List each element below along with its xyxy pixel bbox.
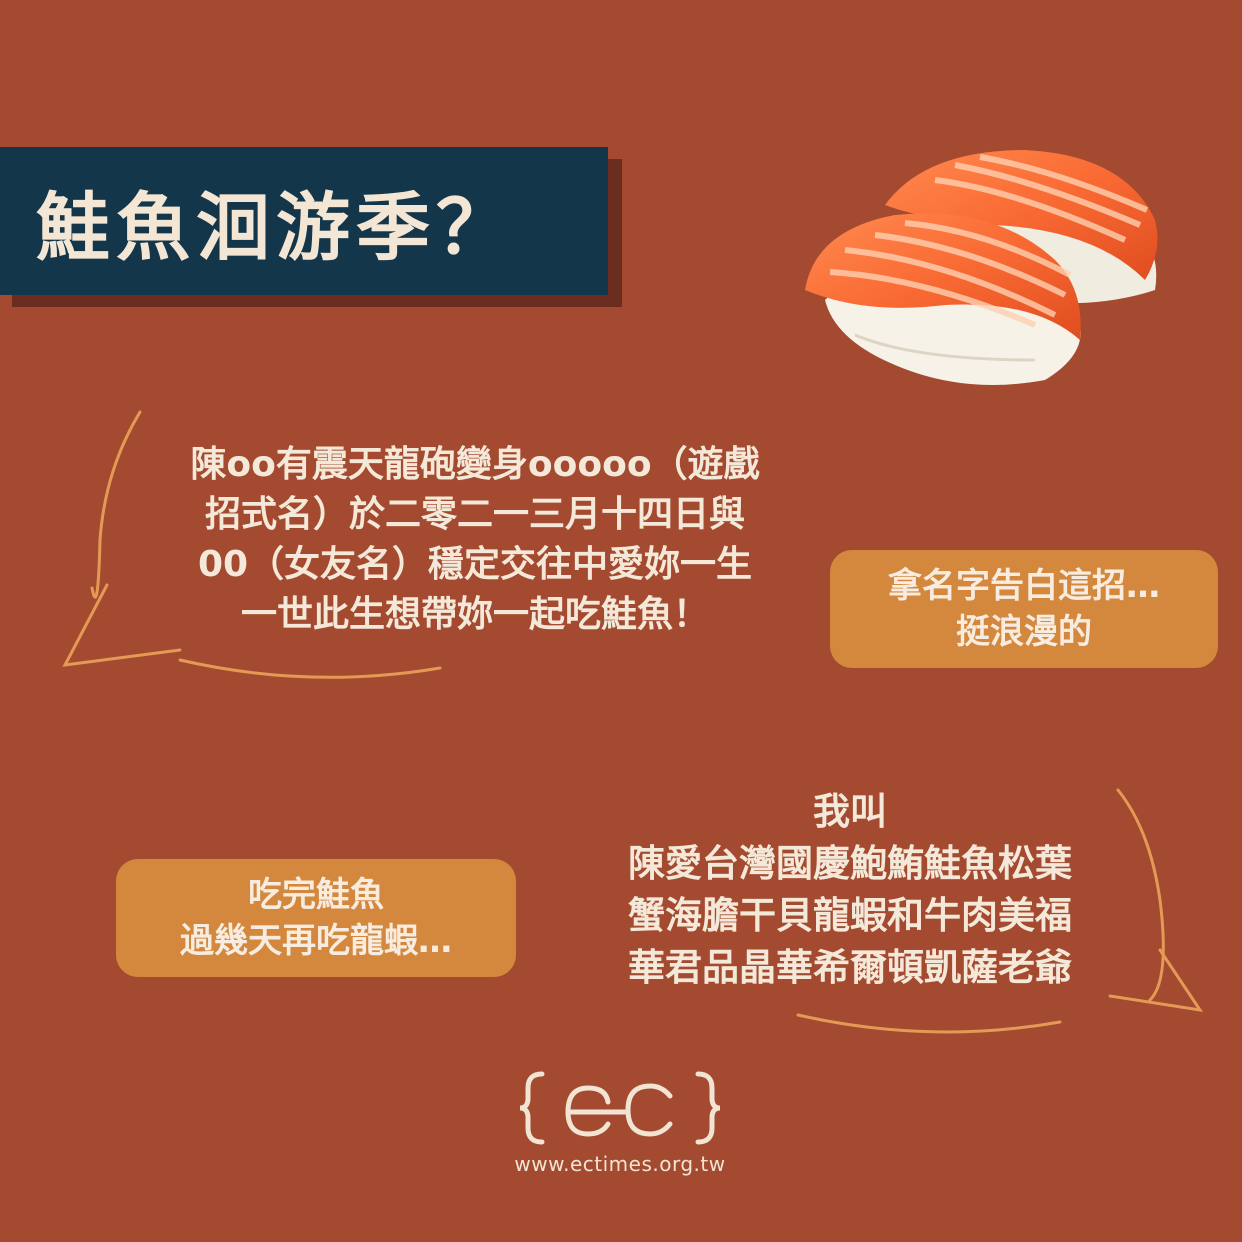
- salmon-sushi-illustration: [805, 150, 1158, 385]
- quote-left-line: 一世此生想帶妳一起吃鮭魚！: [240, 594, 709, 635]
- quote-right-line: 華君品晶華希爾頓凱薩老爺: [628, 946, 1072, 989]
- title-banner: 鮭魚洄游季？: [0, 147, 608, 295]
- quote-left-line: 陳oo有震天龍砲變身ooooo（遊戲: [190, 444, 760, 485]
- quote-left-line: 招式名）於二零二一三月十四日與: [204, 494, 745, 535]
- quote-right-line: 我叫: [813, 790, 887, 833]
- quote-right: 我叫 陳愛台灣國慶鮑鮪鮭魚松葉 蟹海膽干貝龍蝦和牛肉美福 華君品晶華希爾頓凱薩老…: [600, 786, 1100, 994]
- pill-line: 過幾天再吃龍蝦…: [180, 921, 452, 961]
- comment-pill-bottom: 吃完鮭魚 過幾天再吃龍蝦…: [116, 859, 516, 977]
- comment-pill-top: 拿名字告白這招… 挺浪漫的: [830, 550, 1218, 668]
- quote-left: 陳oo有震天龍砲變身ooooo（遊戲 招式名）於二零二一三月十四日與 00（女友…: [170, 440, 780, 640]
- page-title: 鮭魚洄游季？: [36, 184, 516, 271]
- pill-line: 挺浪漫的: [956, 612, 1092, 652]
- pill-line: 吃完鮭魚: [248, 875, 384, 915]
- pill-line: 拿名字告白這招…: [888, 566, 1160, 606]
- ec-logo: [520, 1071, 720, 1145]
- quote-left-line: 00（女友名）穩定交往中愛妳一生: [197, 544, 753, 585]
- quote-right-line: 蟹海膽干貝龍蝦和牛肉美福: [628, 894, 1072, 937]
- quote-right-line: 陳愛台灣國慶鮑鮪鮭魚松葉: [628, 842, 1072, 885]
- footer-url: www.ectimes.org.tw: [514, 1152, 726, 1176]
